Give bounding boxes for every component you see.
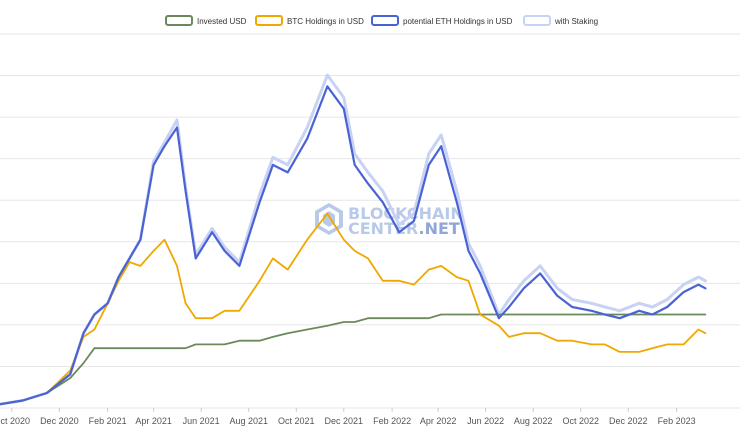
series-lines: [0, 73, 707, 406]
series-line-eth: [0, 85, 707, 406]
x-tick-label: Dec 2021: [325, 416, 364, 426]
legend-swatch: [371, 15, 399, 26]
watermark: BLOCKCHAIN CENTER.NET: [315, 203, 464, 238]
x-tick-label: Feb 2021: [89, 416, 127, 426]
x-tick-label: Aug 2021: [229, 416, 268, 426]
x-tick-label: Dec 2020: [40, 416, 79, 426]
x-tick-label: Aug 2022: [514, 416, 553, 426]
x-tick-label: Apr 2022: [420, 416, 457, 426]
x-tick-label: Feb 2022: [373, 416, 411, 426]
legend-label: Invested USD: [197, 17, 247, 26]
x-axis-ticks: Oct 2020 Dec 2020 Feb 2021 Apr 2021 Jun 2021…: [0, 408, 696, 426]
x-tick-label: Oct 2022: [562, 416, 599, 426]
x-tick-label: Jun 2021: [183, 416, 220, 426]
legend-label: potential ETH Holdings in USD: [403, 17, 513, 26]
legend-label: with Staking: [554, 17, 598, 26]
x-tick-label: Apr 2021: [135, 416, 172, 426]
series-line-btc: [0, 212, 707, 406]
gridlines: [0, 33, 740, 409]
legend-item-eth[interactable]: potential ETH Holdings in USD: [371, 15, 513, 26]
series-line-invested: [0, 313, 707, 406]
series-line-staking: [0, 73, 707, 406]
legend-label: BTC Holdings in USD: [287, 17, 364, 26]
watermark-line1: BLOCKCHAIN: [348, 204, 464, 223]
watermark-tld: .NET: [419, 219, 460, 238]
x-tick-label: Feb 2023: [658, 416, 696, 426]
x-tick-label: Dec 2022: [609, 416, 648, 426]
legend-item-staking[interactable]: with Staking: [523, 15, 598, 26]
legend-swatch: [165, 15, 193, 26]
x-tick-label: Oct 2021: [278, 416, 315, 426]
watermark-line2-text: CENTER: [348, 219, 419, 238]
legend-swatch: [523, 15, 551, 26]
legend: Invested USD BTC Holdings in USD potential…: [165, 15, 598, 26]
x-tick-label: Oct 2020: [0, 416, 30, 426]
x-tick-label: Jun 2022: [467, 416, 504, 426]
legend-item-btc[interactable]: BTC Holdings in USD: [255, 15, 364, 26]
legend-swatch: [255, 15, 283, 26]
legend-item-invested[interactable]: Invested USD: [165, 15, 247, 26]
